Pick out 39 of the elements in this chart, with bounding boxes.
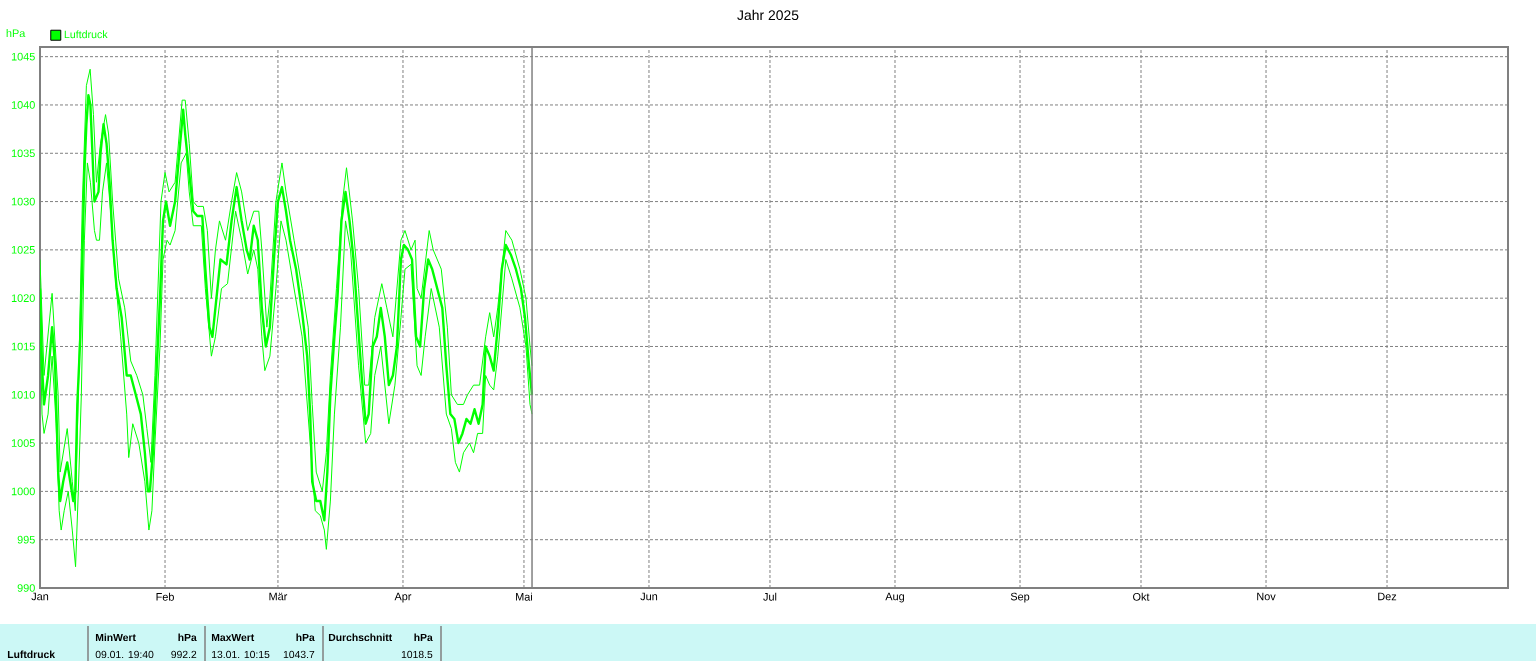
text: hPa xyxy=(414,633,433,642)
x-tick-label: Aug xyxy=(885,592,904,603)
y-tick-label: 1030 xyxy=(11,197,35,206)
text: hPa xyxy=(296,633,315,642)
x-tick-label: Sep xyxy=(1010,592,1030,603)
text: 09.01. 19:40 xyxy=(95,650,154,659)
x-tick-label: Mär xyxy=(269,592,288,601)
text: 992.2 xyxy=(171,650,197,659)
x-tick-label: Okt xyxy=(1133,592,1150,601)
y-tick-label: 1005 xyxy=(11,439,35,447)
x-tick-label: Apr xyxy=(394,592,412,603)
y-tick-label: 1035 xyxy=(11,149,35,158)
y-axis-title: hPa xyxy=(6,29,26,38)
x-tick-label: Feb xyxy=(156,592,174,601)
x-tick-label: Dez xyxy=(1378,592,1397,601)
y-tick-label: 1020 xyxy=(11,294,35,303)
text: MaxWert xyxy=(211,633,255,642)
x-tick-label: Jan xyxy=(31,592,49,601)
text: 1043.7 xyxy=(283,650,315,659)
y-tick-label: 1040 xyxy=(11,101,35,109)
x-tick-label: Nov xyxy=(1257,592,1276,601)
text: 1018.5 xyxy=(401,650,433,659)
y-tick-label: 1000 xyxy=(11,487,35,496)
text: Durchschnitt xyxy=(328,633,393,642)
y-tick-label: 990 xyxy=(17,584,35,592)
text: hPa xyxy=(178,633,197,642)
y-tick-label: 1015 xyxy=(11,342,35,351)
text: MinWert xyxy=(95,633,136,642)
y-tick-label: 1025 xyxy=(11,246,35,254)
y-tick-label: 1010 xyxy=(11,390,35,399)
chart-title: Jahr 2025 xyxy=(737,9,799,21)
y-tick-label: 995 xyxy=(17,535,35,544)
text: 13.01. 10:15 xyxy=(212,650,270,659)
x-tick-label: Jul xyxy=(763,592,777,601)
y-tick-label: 1045 xyxy=(11,52,35,61)
x-tick-label: Mai xyxy=(516,592,532,601)
text: Luftdruck xyxy=(7,650,56,659)
x-tick-label: Jun xyxy=(640,592,658,601)
legend-label: Luftdruck xyxy=(64,30,108,39)
